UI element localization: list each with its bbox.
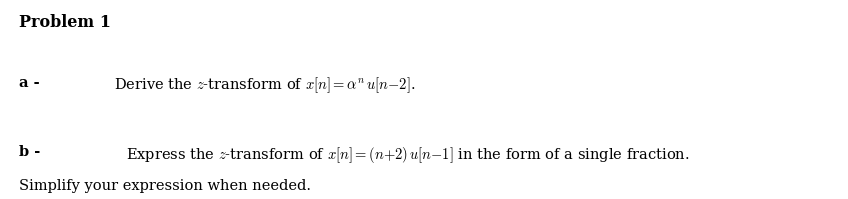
Text: Problem 1: Problem 1 <box>19 14 110 31</box>
Text: Derive the $z$-transform of $x[n] = \alpha^n\, u[n{-}2]$.: Derive the $z$-transform of $x[n] = \alp… <box>114 76 416 95</box>
Text: b -: b - <box>19 145 40 159</box>
Text: a -: a - <box>19 76 39 90</box>
Text: Simplify your expression when needed.: Simplify your expression when needed. <box>19 179 310 193</box>
Text: Express the $z$-transform of $x[n] = (n{+}2)\, u[n{-}1]$ in the form of a single: Express the $z$-transform of $x[n] = (n{… <box>126 145 689 165</box>
